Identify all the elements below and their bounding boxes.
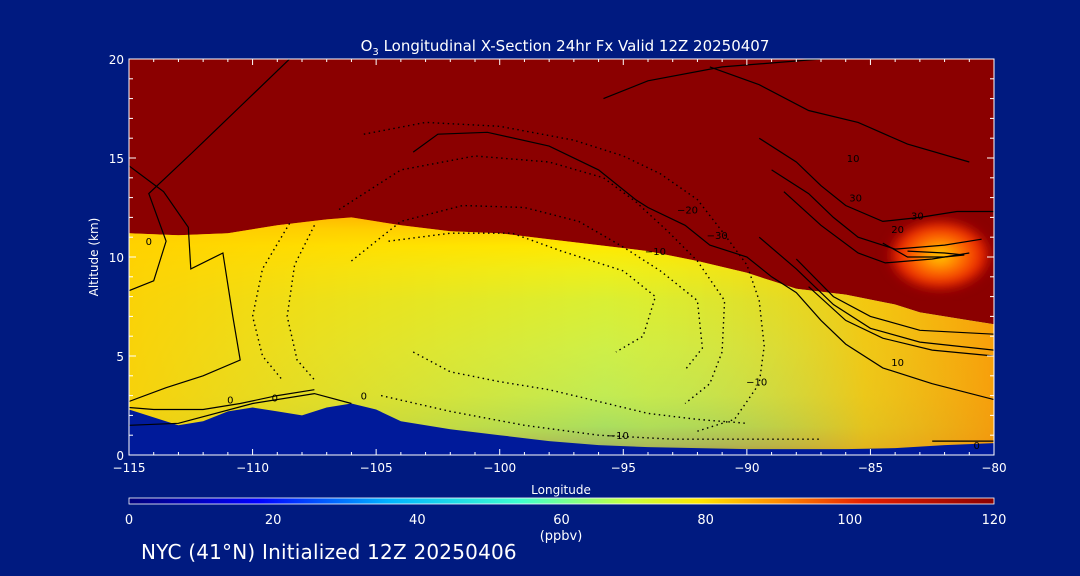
contour-dotted-7 <box>412 351 747 424</box>
contour-label: 0 <box>361 392 367 403</box>
colorbar-tick-label: 60 <box>553 513 570 528</box>
contour-label: 0 <box>146 237 152 248</box>
contour-solid-11 <box>603 59 822 100</box>
contour-solid-13 <box>129 392 352 426</box>
contour-solid-12 <box>709 66 970 163</box>
contour-dotted-2 <box>350 204 704 371</box>
colorbar-tick-label: 40 <box>409 513 426 528</box>
y-tick-label: 0 <box>116 449 124 463</box>
contour-solid-1 <box>129 165 241 403</box>
colorbar-tick-label: 100 <box>837 513 862 528</box>
terrain-fill <box>129 403 994 455</box>
x-axis-label: Longitude <box>531 483 591 497</box>
y-tick-label: 10 <box>109 251 124 265</box>
footer-caption: NYC (41°N) Initialized 12Z 20250406 <box>141 540 517 564</box>
contour-label: −10 <box>746 378 767 389</box>
colorbar <box>128 497 995 505</box>
ozone-hotspot <box>884 217 994 294</box>
y-axis: 0 5 10 15 20 <box>109 53 994 463</box>
contour-solid-3 <box>412 131 994 401</box>
colorbar-ticks: 0 20 40 60 80 100 120 <box>125 513 1007 528</box>
contour-label: −20 <box>677 205 698 216</box>
contour-solid-2 <box>129 389 315 411</box>
contour-solid-4 <box>758 137 994 223</box>
y-tick-label: 15 <box>109 152 124 166</box>
contour-label: −30 <box>707 231 728 242</box>
contour-dotted-6 <box>380 394 821 440</box>
contour-dotted-5 <box>251 222 291 381</box>
contour-label: 30 <box>911 211 924 222</box>
contour-dotted-4 <box>286 224 316 381</box>
contour-label: 10 <box>847 154 860 165</box>
y-tick-label: 5 <box>116 350 124 364</box>
plot-area: 0 0 0 0 0 −10 −20 −30 −10 −10 10 20 30 10 30 <box>129 59 994 455</box>
contour-solid-6 <box>783 191 970 264</box>
contour-solid-8 <box>808 286 994 357</box>
x-tick-label: −95 <box>611 461 636 475</box>
contour-lines <box>129 59 994 442</box>
colorbar-tick-label: 20 <box>265 513 282 528</box>
contour-label: 0 <box>272 394 278 405</box>
contour-label: 0 <box>227 396 233 407</box>
x-axis: −115 −110 −105 −100 −95 −90 −85 −80 <box>113 59 1007 475</box>
contour-solid-0 <box>129 59 291 292</box>
colorbar-tick-label: 80 <box>697 513 714 528</box>
x-tick-label: −110 <box>236 461 269 475</box>
colorbar-tick-label: 120 <box>982 513 1007 528</box>
contour-solid-7 <box>758 236 994 351</box>
x-tick-label: −100 <box>483 461 516 475</box>
contour-labels: 0 0 0 0 0 −10 −20 −30 −10 −10 10 20 30 10 30 <box>146 154 980 452</box>
contour-solid-10 <box>882 242 965 258</box>
contour-dotted-1 <box>338 155 726 405</box>
y-axis-label: Altitude (km) <box>87 218 101 297</box>
contour-label: 0 <box>974 441 980 452</box>
contour-solid-5 <box>771 169 982 250</box>
contour-dotted-0 <box>363 121 765 432</box>
contour-label: −10 <box>608 431 629 442</box>
contour-solid-9 <box>795 258 994 335</box>
x-tick-label: −115 <box>113 461 146 475</box>
y-tick-label: 20 <box>109 53 124 67</box>
contour-label: 10 <box>891 358 904 369</box>
x-tick-label: −85 <box>858 461 883 475</box>
x-tick-label: −80 <box>981 461 1006 475</box>
chart-title: O3 Longitudinal X-Section 24hr Fx Valid … <box>361 37 770 58</box>
contour-label: 30 <box>849 194 862 205</box>
x-tick-label: −90 <box>734 461 759 475</box>
x-tick-label: −105 <box>360 461 393 475</box>
west-warm-overlay <box>129 217 994 455</box>
colorbar-tick-label: 0 <box>125 513 133 528</box>
contour-label: 20 <box>891 225 904 236</box>
contour-label: −10 <box>645 247 666 258</box>
colorbar-unit-label: (ppbv) <box>540 529 583 544</box>
